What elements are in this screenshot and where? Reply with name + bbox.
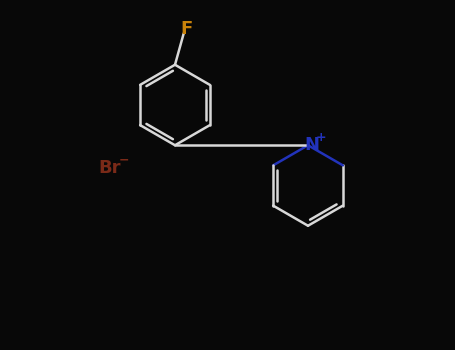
Text: N: N	[305, 135, 320, 154]
Text: Br: Br	[98, 159, 121, 177]
Text: +: +	[316, 131, 327, 144]
Text: F: F	[181, 20, 192, 38]
Text: −: −	[119, 154, 130, 167]
